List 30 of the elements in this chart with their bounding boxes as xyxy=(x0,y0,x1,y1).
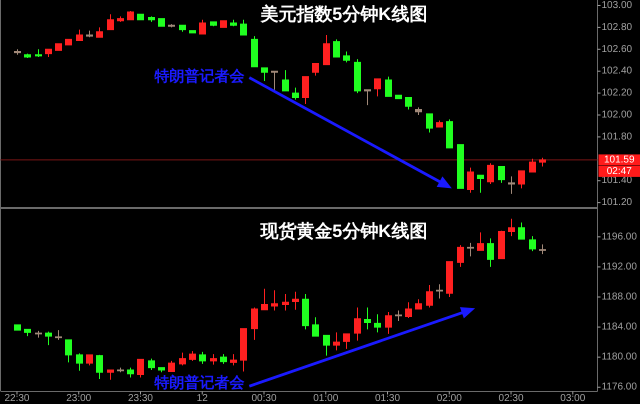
y-tick-label: 102.40 xyxy=(602,66,633,77)
y-tick-label: 1176.00 xyxy=(602,382,638,393)
y-tick-label: 101.20 xyxy=(602,197,633,208)
y-tick-label: 103.00 xyxy=(602,0,633,11)
y-tick-label: 102.00 xyxy=(602,110,633,120)
x-tick-label: 01:00 xyxy=(313,393,339,404)
text: 02:47 xyxy=(606,166,632,177)
y-tick-label: 1180.00 xyxy=(602,352,638,363)
y-tick-label: 101.80 xyxy=(602,131,633,142)
x-tick-label: 12 xyxy=(196,393,208,404)
x-tick-label: 01:30 xyxy=(375,393,400,404)
annotation: 特朗普记者会 xyxy=(153,67,246,86)
text: 现货黄金5分钟K线图 xyxy=(259,221,428,241)
y-tick-label: 102.60 xyxy=(602,44,633,55)
ref-line-label: 101.59 xyxy=(604,154,635,166)
y-tick-label: 1184.00 xyxy=(602,322,638,333)
y-tick-label: 1188.00 xyxy=(602,291,638,302)
y-tick-label: 1196.00 xyxy=(602,231,638,242)
chart-title: 美元指数5分钟K线图 xyxy=(259,4,428,24)
x-tick-label: 02:00 xyxy=(436,393,462,404)
x-tick-label: 23:30 xyxy=(128,393,154,404)
x-tick-label: 03:00 xyxy=(560,393,586,404)
x-tick-label: 22:30 xyxy=(4,393,30,404)
y-tick-label: 1192.00 xyxy=(602,261,638,272)
x-tick-label: 23:00 xyxy=(66,393,92,404)
y-tick-label: 102.20 xyxy=(602,88,633,99)
y-tick-label: 102.80 xyxy=(602,22,633,33)
x-tick-label: 00:30 xyxy=(251,393,277,404)
annotation: 特朗普记者会 xyxy=(153,374,246,392)
x-tick-label: 02:30 xyxy=(498,393,524,404)
